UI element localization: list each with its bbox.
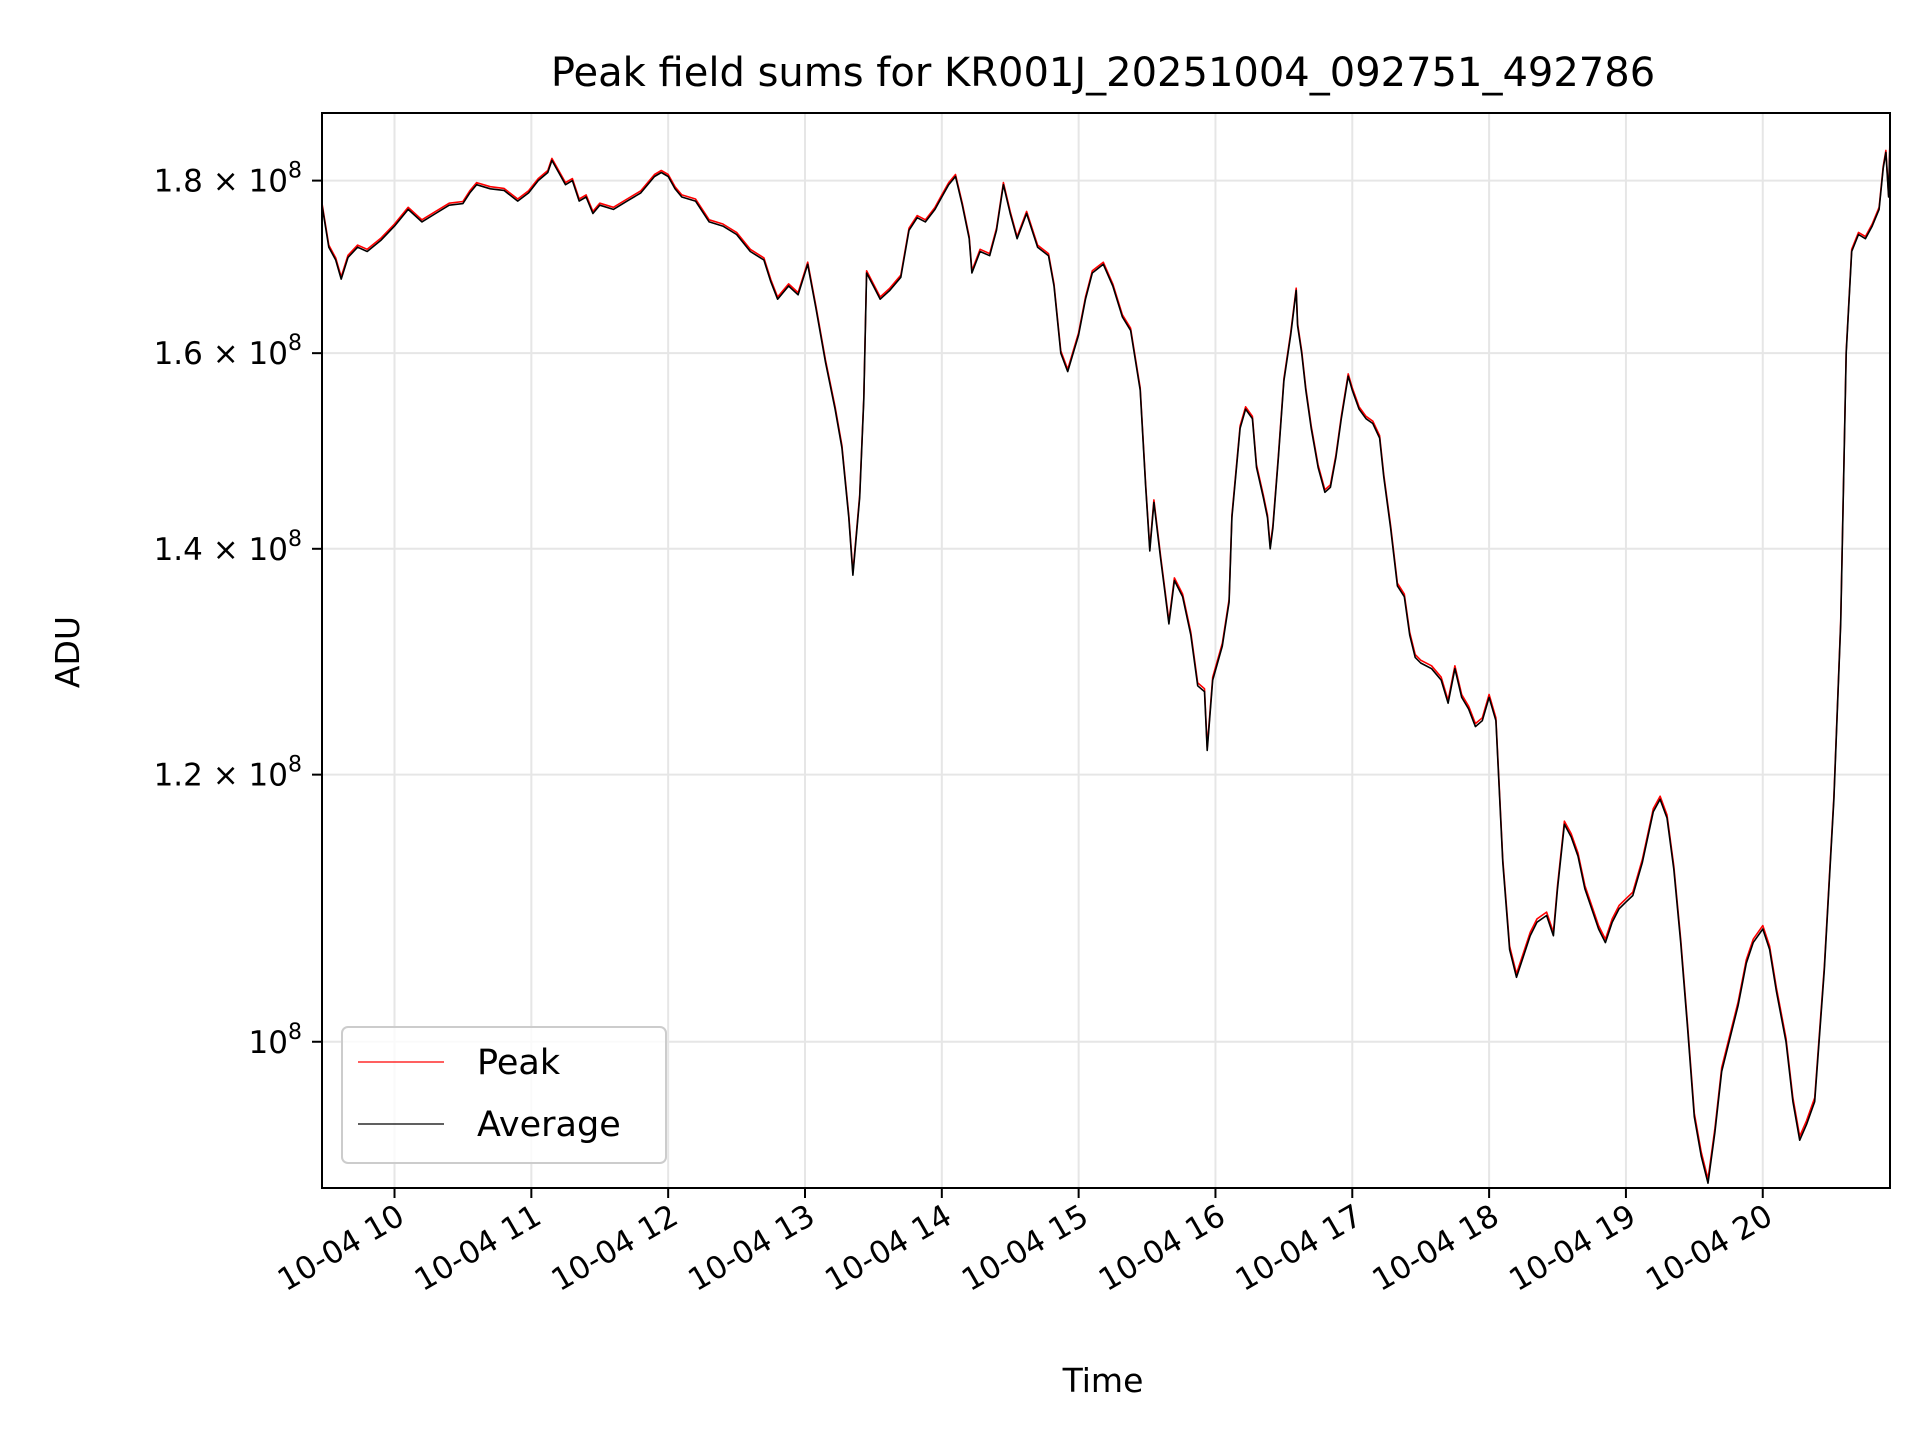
y-tick-label: 1.4 × 108: [154, 527, 302, 568]
legend-box: [341, 1026, 667, 1164]
y-axis: 108 1.2 × 108 1.4 × 108 1.6 × 108 1.8 × 108: [154, 159, 322, 1061]
y-tick-label: 108: [249, 1020, 302, 1061]
y-axis-title: ADU: [48, 616, 87, 688]
legend: Peak Average: [341, 1026, 667, 1164]
y-tick-label: 1.8 × 108: [154, 159, 302, 200]
grid-layer: [322, 113, 1890, 1188]
x-axis-title: Time: [1062, 1361, 1144, 1400]
y-tick-label: 1.6 × 108: [154, 331, 302, 372]
series-line-average: [322, 140, 1890, 1184]
legend-label-average: Average: [477, 1105, 621, 1145]
y-tick-label: 1.2 × 108: [154, 753, 302, 794]
plot-area: [322, 138, 1890, 1184]
legend-label-peak: Peak: [477, 1043, 561, 1083]
chart-title: Peak field sums for KR001J_20251004_0927…: [551, 50, 1655, 96]
plot-frame: [321, 112, 1891, 1189]
